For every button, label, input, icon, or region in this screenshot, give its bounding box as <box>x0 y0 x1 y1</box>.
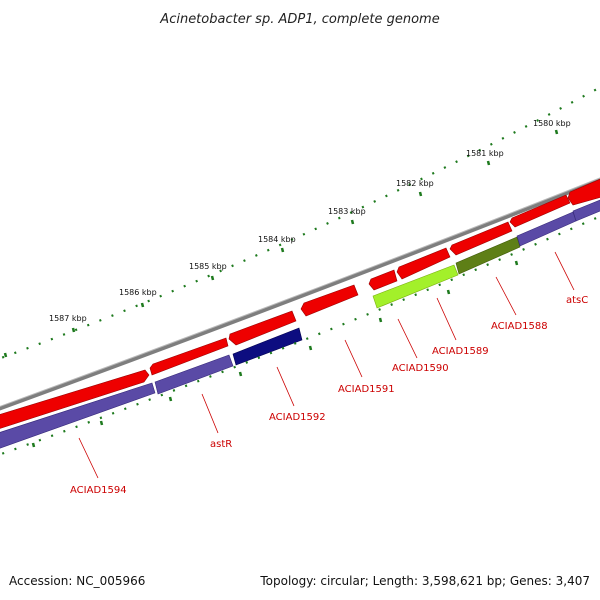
reverse-strand-genes <box>0 198 600 450</box>
inner-major-ticks <box>31 260 519 448</box>
gene-feature[interactable] <box>0 382 156 450</box>
gene-feature[interactable] <box>368 269 398 291</box>
gene-feature[interactable] <box>449 221 513 256</box>
kbp-label: 1580 kbp <box>533 119 571 128</box>
kbp-label: 1584 kbp <box>258 235 296 244</box>
kbp-label: 1585 kbp <box>189 262 227 271</box>
gene-label[interactable]: ACIAD1594 <box>70 485 127 496</box>
gene-feature[interactable] <box>567 177 600 206</box>
kbp-label: 1582 kbp <box>396 179 434 188</box>
gene-label[interactable]: ACIAD1591 <box>338 384 395 395</box>
gene-label[interactable]: ACIAD1589 <box>432 346 489 357</box>
gene-feature[interactable] <box>228 310 297 346</box>
accession-text: Accession: NC_005966 <box>9 574 146 588</box>
genome-backbone-highlight <box>0 177 600 407</box>
gene-feature[interactable] <box>509 194 571 228</box>
kbp-label: 1581 kbp <box>466 149 504 158</box>
gene-label[interactable]: ACIAD1588 <box>491 321 548 332</box>
gene-feature[interactable] <box>232 327 303 366</box>
gene-label[interactable]: atsC <box>566 295 588 306</box>
gene-label-leaders <box>78 251 575 479</box>
topology-text: Topology: circular; Length: 3,598,621 bp… <box>260 574 590 588</box>
kbp-label: 1587 kbp <box>49 314 87 323</box>
gene-label[interactable]: ACIAD1590 <box>392 363 449 374</box>
gene-feature[interactable] <box>300 284 359 317</box>
gene-feature[interactable] <box>149 337 229 376</box>
forward-strand-genes <box>0 177 600 430</box>
gene-feature[interactable] <box>396 247 451 280</box>
gene-label[interactable]: astR <box>210 439 232 450</box>
gene-label[interactable]: ACIAD1592 <box>269 412 326 423</box>
map-title: Acinetobacter sp. ADP1, complete genome <box>159 12 439 27</box>
gene-feature[interactable] <box>455 236 521 275</box>
gene-feature[interactable] <box>572 198 600 222</box>
kbp-label: 1583 kbp <box>328 207 366 216</box>
outer-major-ticks <box>3 129 559 358</box>
gene-feature[interactable] <box>0 369 150 430</box>
gene-feature[interactable] <box>154 354 234 395</box>
kbp-label: 1586 kbp <box>119 288 157 297</box>
genome-backbone <box>0 177 600 411</box>
gene-feature[interactable] <box>372 264 459 309</box>
inner-scale-ticks <box>0 215 600 456</box>
